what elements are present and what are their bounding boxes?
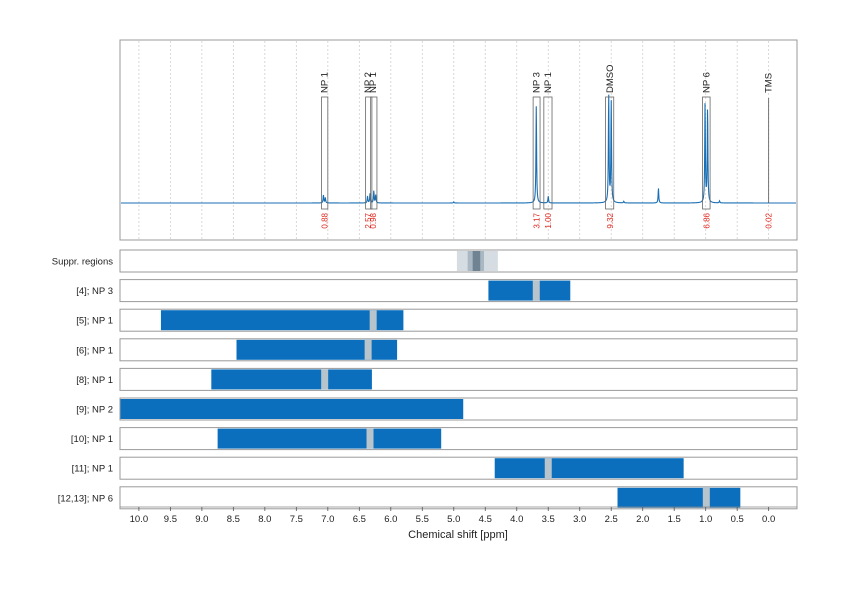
x-tick-label: 7.5 bbox=[290, 514, 303, 525]
x-tick-label: 4.5 bbox=[479, 514, 492, 525]
range-peak-marker bbox=[532, 280, 540, 301]
range-bar bbox=[236, 339, 398, 360]
range-peak-marker bbox=[321, 369, 329, 390]
annotation-box bbox=[702, 96, 711, 210]
x-axis-label: Chemical shift [ppm] bbox=[408, 529, 508, 541]
range-bar bbox=[494, 458, 684, 479]
track-frame bbox=[119, 456, 798, 480]
track-frame bbox=[119, 338, 798, 362]
range-bar bbox=[217, 428, 442, 449]
spectrum-frame bbox=[119, 39, 798, 241]
x-axis: 10.0 9.5 9.0 8.5 8.0 7.5 7.0 6.5 6.0 5.5 5.0 4.5 4.0… bbox=[120, 506, 797, 525]
suppressed-band bbox=[472, 251, 481, 271]
range-bar bbox=[488, 280, 571, 301]
x-tick-label: 8.5 bbox=[227, 514, 240, 525]
track-label: Suppr. regions bbox=[52, 257, 114, 268]
track-label: [11]; NP 1 bbox=[72, 464, 113, 475]
annotation-label: NP 3 bbox=[531, 72, 542, 93]
integral-value: 9.32 bbox=[606, 212, 615, 228]
x-tick-label: 4.0 bbox=[510, 514, 523, 525]
track-label: [10]; NP 1 bbox=[71, 434, 113, 445]
annotation-box bbox=[365, 96, 373, 210]
x-tick-label: 3.0 bbox=[573, 514, 586, 525]
annotation-label: DMSO bbox=[605, 65, 616, 94]
range-bar bbox=[160, 310, 404, 331]
x-tick-label: 6.5 bbox=[353, 514, 366, 525]
track-label: [6]; NP 1 bbox=[76, 345, 113, 356]
range-peak-marker bbox=[544, 458, 552, 479]
annotation-box bbox=[543, 96, 553, 210]
spectrum-panel: NP 1 0.88 NP 2 2.57 NP 1 0.98 NP 3 3.17 NP 1 1.00… bbox=[119, 39, 798, 241]
integral-value: 1.00 bbox=[544, 212, 553, 228]
annotation-label: NP 1 bbox=[543, 72, 554, 93]
x-tick-label: 10.0 bbox=[130, 514, 149, 525]
track-label: [9]; NP 2 bbox=[76, 405, 113, 416]
annotation-label: NP 1 bbox=[368, 72, 379, 93]
annotation-label: NP 1 bbox=[320, 72, 331, 93]
x-tick-label: 6.0 bbox=[384, 514, 397, 525]
x-tick-label: 1.0 bbox=[699, 514, 712, 525]
annotation-box bbox=[532, 96, 541, 210]
track-label: [5]; NP 1 bbox=[76, 316, 113, 327]
integral-value: 0.88 bbox=[321, 212, 330, 228]
x-tick-label: 2.5 bbox=[605, 514, 618, 525]
tracks-panel: Suppr. regions [4]; NP 3 [5]; NP 1 [6]; NP … bbox=[52, 249, 798, 510]
range-bar bbox=[120, 399, 464, 419]
annotation-box bbox=[370, 96, 378, 210]
range-peak-marker bbox=[702, 487, 710, 508]
annotation-box bbox=[605, 96, 615, 210]
x-tick-label: 0.0 bbox=[762, 514, 775, 525]
integral-value: 6.86 bbox=[702, 212, 711, 228]
integral-value: 3.17 bbox=[532, 212, 541, 228]
range-peak-marker bbox=[369, 310, 377, 331]
track-label: [12,13]; NP 6 bbox=[58, 493, 113, 504]
x-tick-label: 9.5 bbox=[164, 514, 177, 525]
x-tick-label: 5.5 bbox=[416, 514, 429, 525]
integral-value: 0.98 bbox=[369, 212, 378, 228]
x-tick-label: 7.0 bbox=[321, 514, 334, 525]
x-tick-label: 2.0 bbox=[636, 514, 649, 525]
x-tick-label: 1.5 bbox=[668, 514, 681, 525]
annotation-label: NP 2 bbox=[363, 72, 374, 93]
annotation-box bbox=[321, 96, 329, 210]
x-tick-label: 3.5 bbox=[542, 514, 555, 525]
range-peak-marker bbox=[366, 428, 374, 449]
range-peak-marker bbox=[364, 339, 372, 360]
spectrum-line bbox=[121, 94, 796, 204]
integral-value: 2.57 bbox=[364, 212, 373, 228]
integral-value: 0.02 bbox=[765, 212, 774, 228]
x-tick-label: 0.5 bbox=[731, 514, 744, 525]
x-tick-label: 8.0 bbox=[258, 514, 271, 525]
annotation-label: NP 6 bbox=[701, 72, 712, 93]
track-label: [4]; NP 3 bbox=[76, 286, 113, 297]
x-tick-label: 9.0 bbox=[195, 514, 208, 525]
annotation-label: TMS bbox=[764, 73, 775, 93]
range-bar bbox=[211, 369, 372, 390]
track-frame bbox=[119, 279, 798, 303]
track-label: [8]; NP 1 bbox=[76, 375, 113, 386]
range-bar bbox=[617, 487, 741, 508]
x-tick-label: 5.0 bbox=[447, 514, 460, 525]
